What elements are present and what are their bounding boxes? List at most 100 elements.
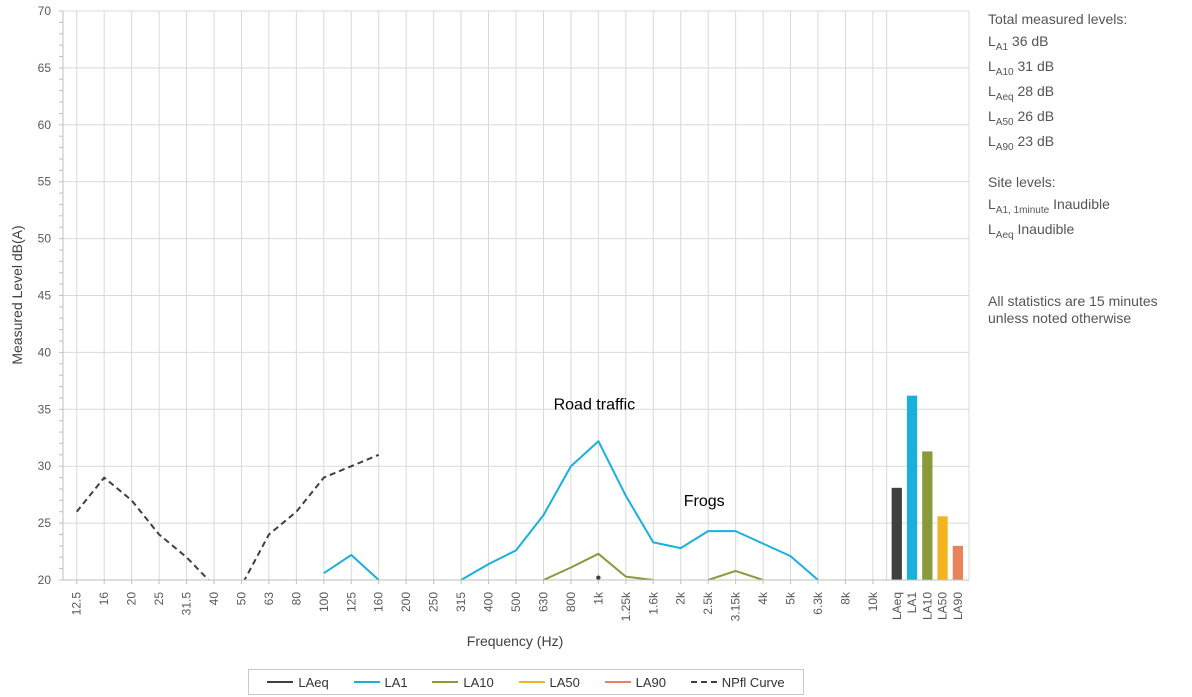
statistics-note-line: unless noted otherwise <box>988 310 1132 326</box>
x-tick-label: 31.5 <box>180 592 194 616</box>
y-tick-label: 30 <box>38 459 52 473</box>
bar-tick-label: LA1 <box>905 592 919 614</box>
x-tick-label: 12.5 <box>70 592 84 616</box>
y-tick-label: 60 <box>38 118 52 132</box>
y-axis-title: Measured Level dB(A) <box>9 225 25 364</box>
x-tick-label: 40 <box>207 592 221 606</box>
level-symbol: L <box>988 133 996 149</box>
x-tick-label: 315 <box>454 592 468 612</box>
series-line-la10 <box>543 552 654 580</box>
x-tick-label: 125 <box>344 592 358 612</box>
legend-swatch <box>267 681 294 683</box>
y-tick-label: 50 <box>38 232 52 246</box>
legend-label: LA10 <box>463 674 494 690</box>
x-tick-label: 63 <box>262 592 276 606</box>
series-point-laeq <box>596 575 601 580</box>
y-tick-label: 25 <box>38 516 52 530</box>
annotation-label: Frogs <box>684 493 725 510</box>
bar-la10 <box>922 451 933 580</box>
x-tick-label: 630 <box>536 592 550 612</box>
x-tick-label: 800 <box>564 592 578 612</box>
legend-swatch <box>432 681 459 683</box>
legend-label: NPfl Curve <box>721 674 785 690</box>
level-subscript: A90 <box>995 142 1014 153</box>
statistics-note-line: All statistics are 15 minutes <box>988 293 1158 309</box>
y-tick-label: 35 <box>38 402 52 416</box>
bar-la50 <box>937 516 948 580</box>
y-tick-label: 20 <box>38 573 52 587</box>
x-tick-label: 1k <box>591 591 605 605</box>
bar-la90 <box>952 545 963 580</box>
level-value: 28 dB <box>1017 83 1055 99</box>
legend-item-la10: LA10 <box>432 674 494 690</box>
legend-item-la1: LA1 <box>353 674 408 690</box>
legend-item-la50: LA50 <box>518 675 580 690</box>
bar-tick-label: LA90 <box>951 592 965 620</box>
legend-item-laeq: LAeq <box>267 674 329 690</box>
legend-label: LAeq <box>298 674 329 690</box>
x-tick-label: 160 <box>372 592 386 612</box>
x-tick-label: 6.3k <box>811 591 825 615</box>
level-value: Inaudible <box>1017 221 1075 237</box>
x-tick-label: 400 <box>482 592 496 612</box>
bar-laeq <box>891 487 902 580</box>
series-line-la1 <box>323 554 380 580</box>
y-tick-label: 45 <box>38 289 52 303</box>
series-lines <box>75 440 819 580</box>
annotation-label: Road traffic <box>554 396 636 413</box>
tick-labels: 20 25 30 35 40 45 50 55 60 65 70 12.5 16 20 25 31.5 40 50… <box>38 4 965 621</box>
y-tick-label: 40 <box>38 345 52 359</box>
legend-swatch <box>353 681 380 683</box>
x-tick-label: 25 <box>152 592 166 606</box>
level-value: 36 dB <box>1011 33 1049 49</box>
level-subscript: A1 <box>995 42 1009 53</box>
bar-tick-label: LA50 <box>936 592 950 620</box>
x-tick-label: 2.5k <box>701 591 715 615</box>
level-subscript: A50 <box>995 117 1014 128</box>
bar-tick-label: LA10 <box>920 592 934 620</box>
legend: LAeq LA1 LA10 LA50 LA90 NPfl Curve <box>248 669 804 695</box>
level-subscript: A1, 1minute <box>995 205 1050 216</box>
x-tick-label: 10k <box>866 591 880 611</box>
total-level-row: LAeq 28 dB <box>988 80 1188 105</box>
level-subscript: A10 <box>995 67 1014 78</box>
summary-bars <box>891 395 963 580</box>
level-subscript: Aeq <box>995 230 1014 241</box>
total-level-row: LA50 26 dB <box>988 105 1188 130</box>
legend-swatch <box>604 681 631 683</box>
y-tick-label: 70 <box>38 4 52 18</box>
x-tick-label: 8k <box>838 591 852 605</box>
total-level-row: LA10 31 dB <box>988 55 1188 80</box>
x-tick-label: 1.25k <box>619 591 633 621</box>
x-tick-label: 200 <box>399 592 413 612</box>
bar-la1 <box>906 395 918 580</box>
legend-swatch <box>690 681 717 683</box>
level-value: 26 dB <box>1017 108 1055 124</box>
level-symbol: L <box>988 108 996 124</box>
site-levels-heading: Site levels: <box>988 174 1056 190</box>
x-tick-label: 16 <box>97 592 111 606</box>
series-line-la10 <box>707 569 764 580</box>
level-symbol: L <box>988 196 996 212</box>
x-tick-label: 5k <box>784 591 798 605</box>
legend-item-npfl-curve: NPfl Curve <box>690 674 785 690</box>
x-tick-label: 100 <box>317 592 331 612</box>
axes <box>59 10 970 584</box>
total-level-row: LA90 23 dB <box>988 130 1188 155</box>
site-level-row: LA1, 1minute Inaudible <box>988 193 1188 218</box>
x-tick-label: 4k <box>756 591 770 605</box>
level-subscript: Aeq <box>995 92 1014 103</box>
level-symbol: L <box>988 83 996 99</box>
x-tick-label: 1.6k <box>646 591 660 615</box>
x-tick-label: 20 <box>125 592 139 606</box>
x-tick-label: 250 <box>427 592 441 612</box>
legend-item-la90: LA90 <box>604 674 667 690</box>
level-symbol: L <box>988 58 996 74</box>
x-tick-label: 2k <box>674 591 688 605</box>
legend-label: LA90 <box>635 674 667 690</box>
legend-label: LA1 <box>384 674 408 690</box>
level-symbol: L <box>988 33 996 49</box>
level-value: Inaudible <box>1053 196 1110 212</box>
total-levels-heading: Total measured levels: <box>988 11 1128 27</box>
